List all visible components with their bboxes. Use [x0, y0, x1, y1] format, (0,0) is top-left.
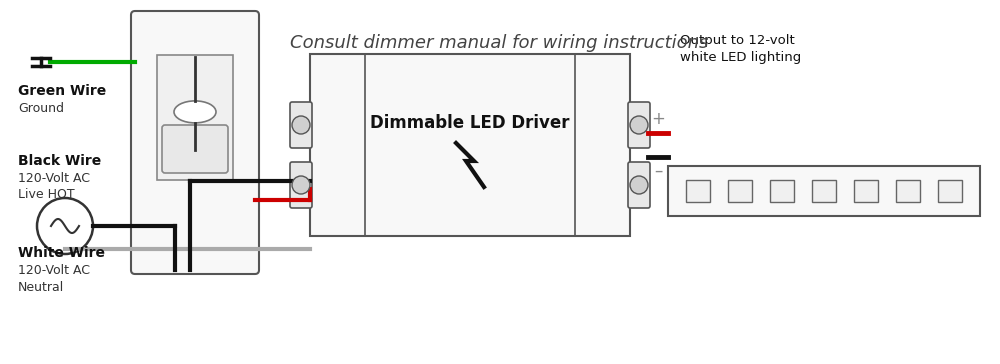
Circle shape	[292, 176, 310, 194]
FancyBboxPatch shape	[628, 102, 650, 148]
Text: Black Wire: Black Wire	[18, 154, 101, 168]
Text: Dimmable LED Driver: Dimmable LED Driver	[370, 114, 570, 132]
Text: Green Wire: Green Wire	[18, 84, 106, 98]
Text: White Wire: White Wire	[18, 246, 105, 260]
Bar	[770, 180, 794, 202]
Ellipse shape	[174, 101, 216, 123]
Text: white LED lighting: white LED lighting	[680, 51, 801, 64]
Text: Live HOT: Live HOT	[18, 188, 75, 201]
FancyBboxPatch shape	[131, 11, 259, 274]
Circle shape	[37, 198, 93, 254]
Circle shape	[630, 176, 648, 194]
Text: Output to 12-volt: Output to 12-volt	[680, 34, 795, 47]
FancyBboxPatch shape	[628, 162, 650, 208]
Bar	[938, 180, 962, 202]
Text: 120-Volt AC: 120-Volt AC	[18, 172, 90, 185]
Bar	[812, 180, 836, 202]
Bar	[157, 55, 233, 180]
Text: –: –	[654, 162, 662, 180]
Text: Neutral: Neutral	[18, 281, 64, 294]
Bar	[854, 180, 878, 202]
Text: Consult dimmer manual for wiring instructions: Consult dimmer manual for wiring instruc…	[290, 34, 708, 52]
Text: 120-Volt AC: 120-Volt AC	[18, 264, 90, 277]
Bar	[310, 54, 630, 236]
Text: +: +	[651, 110, 665, 128]
Bar	[728, 180, 752, 202]
Bar	[896, 180, 920, 202]
FancyBboxPatch shape	[290, 102, 312, 148]
FancyBboxPatch shape	[162, 125, 228, 173]
Circle shape	[630, 116, 648, 134]
FancyBboxPatch shape	[290, 162, 312, 208]
Text: Ground: Ground	[18, 102, 64, 115]
Bar	[686, 180, 710, 202]
Circle shape	[292, 116, 310, 134]
Bar	[668, 166, 980, 216]
